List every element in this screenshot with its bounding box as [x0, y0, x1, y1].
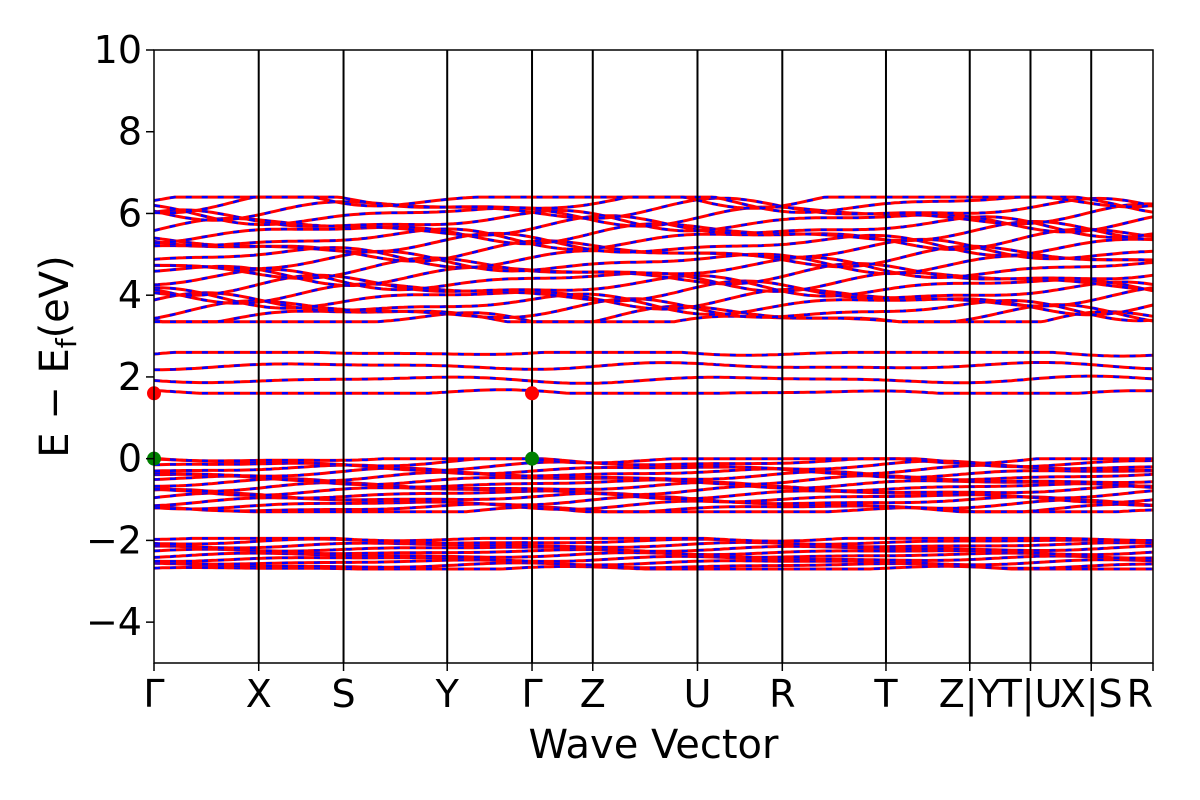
- band-line-dash: [154, 457, 1153, 465]
- cbm-marker: [525, 386, 540, 401]
- y-tick-label: −4: [86, 600, 142, 644]
- band-line: [153, 196, 1154, 222]
- band-line: [153, 279, 1154, 305]
- x-axis-label: Wave Vector: [529, 722, 780, 768]
- band-line-dash: [153, 537, 1154, 546]
- y-tick-label: 8: [118, 110, 142, 154]
- x-tick-label: Y: [435, 672, 460, 716]
- x-tick-label: Γ: [521, 672, 542, 716]
- band-line-dash: [153, 484, 1154, 497]
- x-tick-label: S: [331, 672, 355, 716]
- band-line: [153, 202, 1154, 228]
- band-line-dash: [153, 541, 1154, 550]
- y-axis-label-main: E − E: [32, 348, 78, 458]
- y-tick-label: 2: [118, 355, 142, 399]
- band-line: [153, 208, 1154, 234]
- band-line-dash: [153, 498, 1154, 511]
- band-line: [153, 261, 1154, 287]
- y-tick-label: 4: [118, 273, 142, 317]
- band-line-dash: [154, 470, 1154, 483]
- band-line: [153, 291, 1154, 317]
- band-line: [153, 220, 1154, 246]
- y-axis-label-subscript: f: [50, 337, 83, 348]
- kpoint-lines: [257, 50, 1093, 663]
- band-line-dash: [154, 303, 1154, 324]
- x-tick-label: T: [873, 672, 898, 716]
- y-tick-label: 0: [118, 437, 142, 481]
- vbm-marker: [525, 451, 540, 466]
- plot-frame: [153, 49, 1154, 664]
- band-line-dash: [153, 374, 1154, 385]
- band-line-dash: [154, 544, 1154, 553]
- band-line-dash: [153, 351, 1154, 358]
- band-line: [153, 227, 1154, 251]
- y-tick-label: −2: [86, 518, 142, 562]
- band-line-dash: [153, 195, 1154, 210]
- x-tick-label: R: [769, 672, 795, 716]
- band-line-dash: [153, 481, 1154, 493]
- x-tick-label: R: [1127, 672, 1153, 716]
- y-tick-label: 10: [94, 28, 142, 72]
- band-line-dash: [154, 537, 1153, 543]
- x-tick-label: Z: [580, 672, 606, 716]
- band-line-dash: [154, 466, 1153, 479]
- y-axis-ticks: −4 −2 0 2 4 6 8 10: [86, 28, 154, 644]
- x-tick-label: U: [684, 672, 712, 716]
- y-tick-label: 6: [118, 191, 142, 235]
- band-line: [153, 231, 1154, 257]
- band-line: [153, 286, 1154, 311]
- x-axis-ticks: Γ X S Y Γ Z U R T Z|YT|UX|S R: [143, 663, 1154, 717]
- band-line-dash: [153, 502, 1154, 514]
- y-axis-label: E − Ef(eV): [32, 255, 83, 458]
- band-line: [154, 255, 1154, 280]
- band-line-dash: [153, 554, 1154, 563]
- x-tick-label: X|S: [1060, 672, 1123, 717]
- x-tick-label: Z|Y: [939, 672, 1002, 717]
- band-line-dash: [153, 388, 1153, 395]
- x-tick-label: X: [246, 672, 272, 716]
- band-line-dash: [154, 361, 1154, 371]
- band-line-dash: [153, 457, 1153, 468]
- band-line: [154, 249, 1154, 276]
- band-lines: [153, 195, 1154, 571]
- band-line-dash: [153, 558, 1154, 567]
- x-tick-label: Γ: [143, 672, 164, 716]
- x-tick-label: T|U: [998, 672, 1063, 717]
- band-line-dash: [153, 488, 1154, 501]
- band-line-dash: [153, 310, 1154, 324]
- y-axis-label-unit: (eV): [32, 255, 78, 338]
- band-line-dash: [153, 561, 1153, 570]
